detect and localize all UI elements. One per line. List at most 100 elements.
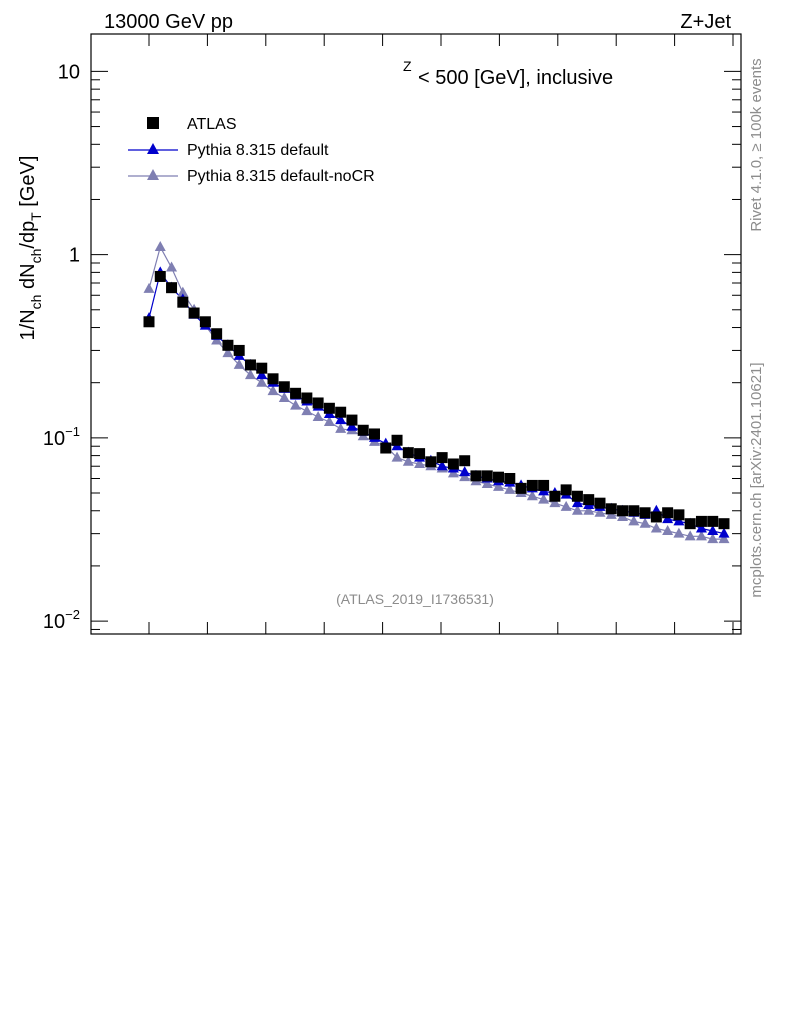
analysis-watermark: (ATLAS_2019_I1736531) <box>336 591 494 607</box>
x-axis-ticks <box>148 34 734 634</box>
legend-marker-pythia-default <box>147 143 159 154</box>
data-point-atlas <box>662 507 674 519</box>
data-point-atlas <box>414 448 426 460</box>
data-point-pythia-nocr <box>244 369 256 380</box>
data-point-atlas <box>391 434 403 446</box>
data-point-atlas <box>323 402 335 414</box>
data-point-atlas <box>143 316 155 328</box>
data-point-atlas <box>346 414 358 426</box>
data-point-pythia-default <box>571 497 583 508</box>
data-point-pythia-nocr <box>166 261 178 272</box>
data-point-atlas <box>447 458 459 470</box>
data-point-pythia-nocr <box>560 500 572 511</box>
series-lines <box>148 245 725 540</box>
data-point-pythia-nocr <box>154 241 166 252</box>
data-point-atlas <box>560 484 572 496</box>
header-left: 13000 GeV pp <box>104 11 233 33</box>
data-point-pythia-nocr <box>583 504 595 515</box>
data-point-pythia-nocr <box>504 483 516 494</box>
data-point-atlas <box>199 316 211 328</box>
data-point-pythia-nocr <box>718 533 730 544</box>
y-tick-label: 10−1 <box>43 424 80 450</box>
data-point-atlas <box>256 362 268 374</box>
data-point-atlas <box>154 270 166 282</box>
data-point-atlas <box>707 515 719 527</box>
data-point-atlas <box>290 387 302 399</box>
data-point-atlas <box>583 494 595 506</box>
data-point-atlas <box>617 505 629 517</box>
data-point-pythia-default <box>673 515 685 526</box>
y-tick-label: 10 <box>58 61 80 83</box>
data-point-atlas <box>481 470 493 482</box>
data-point-pythia-nocr <box>707 533 719 544</box>
data-point-atlas <box>684 518 696 530</box>
data-point-pythia-default <box>718 527 730 538</box>
data-point-pythia-nocr <box>233 358 245 369</box>
legend-label-pythia-nocr: Pythia 8.315 default-noCR <box>187 168 375 185</box>
data-point-pythia-default <box>695 522 707 533</box>
data-point-pythia-nocr <box>335 422 347 433</box>
header-right: Z+Jet <box>680 11 731 33</box>
data-point-atlas <box>244 359 256 371</box>
data-point-atlas <box>718 518 730 530</box>
data-point-pythia-nocr <box>177 286 189 297</box>
data-point-pythia-nocr <box>538 493 550 504</box>
data-point-atlas <box>639 507 651 519</box>
data-point-atlas <box>515 482 527 494</box>
data-point-atlas <box>594 497 606 509</box>
data-point-pythia-default <box>707 525 719 536</box>
data-point-atlas <box>357 424 369 436</box>
data-point-pythia-default <box>459 466 471 477</box>
data-point-pythia-nocr <box>402 455 414 466</box>
y-axis-label: 1/Nch dNch/dpT [GeV] <box>17 156 44 341</box>
data-point-pythia-nocr <box>481 477 493 488</box>
data-point-atlas <box>312 397 324 409</box>
side-text-rivet: Rivet 4.1.0, ≥ 100k events <box>748 58 765 231</box>
data-point-pythia-nocr <box>323 416 335 427</box>
data-point-atlas <box>571 490 583 502</box>
data-point-pythia-default <box>256 369 268 380</box>
chart-title-prefix: Z <box>403 58 412 74</box>
legend-marker-pythia-nocr <box>147 169 159 180</box>
data-point-atlas <box>650 511 662 523</box>
data-point-atlas <box>188 307 200 319</box>
data-point-pythia-nocr <box>662 525 674 536</box>
data-point-pythia-nocr <box>628 515 640 526</box>
series-markers <box>143 241 730 544</box>
data-point-pythia-default <box>346 420 358 431</box>
data-point-pythia-nocr <box>278 391 290 402</box>
legend: ATLAS Pythia 8.315 default Pythia 8.315 … <box>128 116 375 185</box>
data-point-pythia-nocr <box>639 517 651 528</box>
legend-label-atlas: ATLAS <box>187 116 237 133</box>
data-point-atlas <box>425 456 437 468</box>
data-point-pythia-nocr <box>684 530 696 541</box>
series-line-2 <box>148 245 724 540</box>
data-point-pythia-nocr <box>695 530 707 541</box>
data-point-pythia-nocr <box>222 347 234 358</box>
data-point-atlas <box>211 328 223 340</box>
data-point-atlas <box>233 344 245 356</box>
plot-frame <box>90 33 742 635</box>
data-point-atlas <box>470 470 482 482</box>
data-point-atlas <box>368 428 380 440</box>
legend-marker-atlas <box>147 117 159 129</box>
data-point-pythia-nocr <box>526 490 538 501</box>
data-point-pythia-nocr <box>459 471 471 482</box>
chart-title: < 500 [GeV], inclusive <box>418 67 613 89</box>
data-point-pythia-nocr <box>673 527 685 538</box>
data-point-atlas <box>278 381 290 393</box>
data-point-pythia-nocr <box>391 451 403 462</box>
data-point-pythia-nocr <box>143 282 155 293</box>
data-point-atlas <box>166 282 178 294</box>
data-point-pythia-nocr <box>493 480 505 491</box>
data-point-pythia-nocr <box>650 522 662 533</box>
data-point-pythia-nocr <box>267 385 279 396</box>
y-tick-label: 1 <box>69 245 80 267</box>
data-point-pythia-nocr <box>301 405 313 416</box>
data-point-atlas <box>526 479 538 491</box>
data-point-atlas <box>504 472 516 484</box>
data-point-pythia-nocr <box>594 506 606 517</box>
side-text-mcplots: mcplots.cern.ch [arXiv:2401.10621] <box>748 362 765 597</box>
data-point-atlas <box>267 373 279 385</box>
